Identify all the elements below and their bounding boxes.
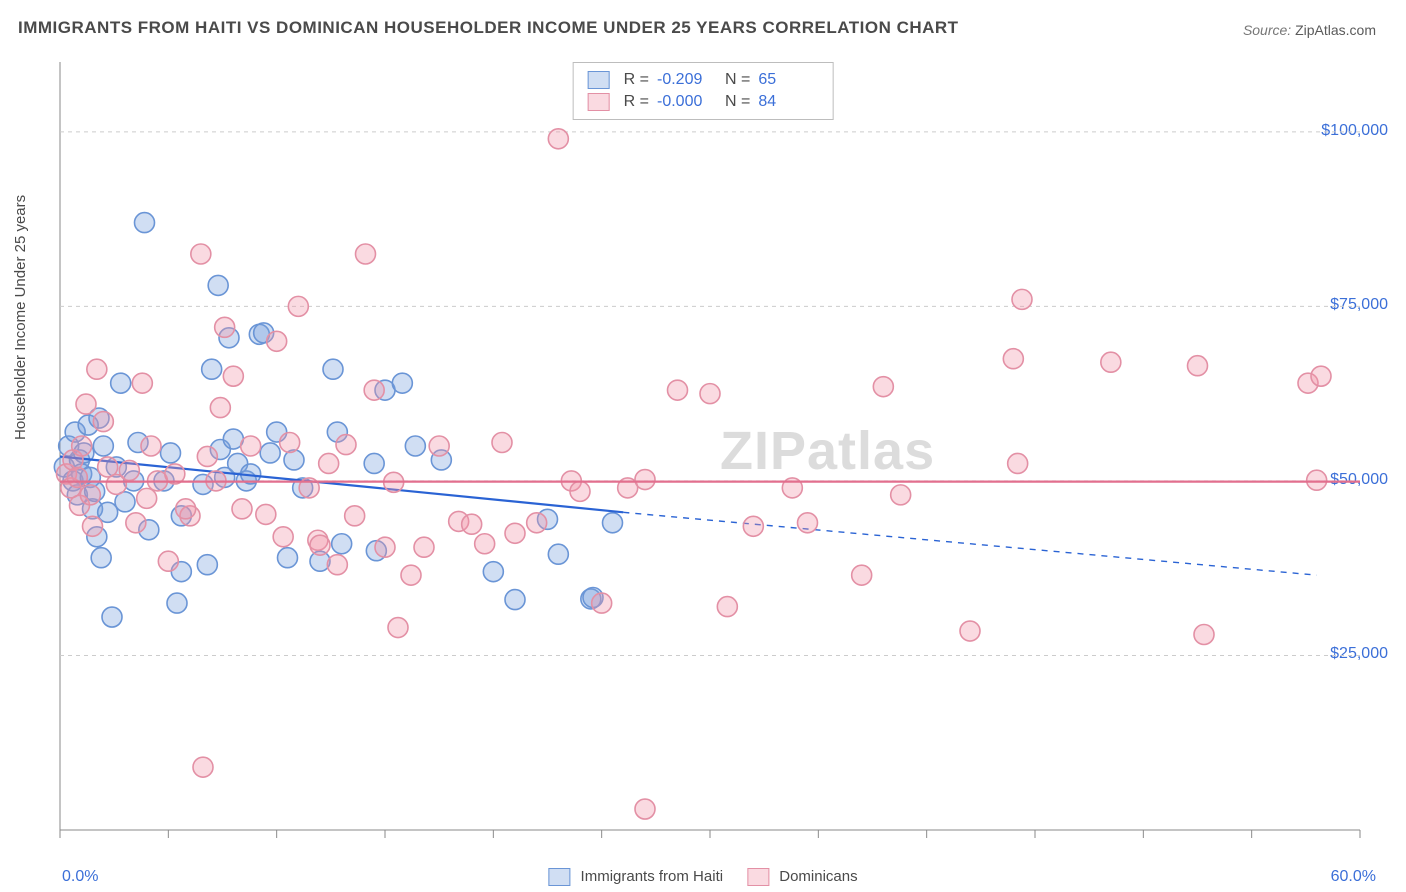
r-value: -0.209	[657, 71, 717, 89]
n-label: N =	[725, 71, 750, 89]
r-value: -0.000	[657, 93, 717, 111]
legend-row-dominicans: R = -0.000 N = 84	[588, 91, 819, 113]
n-label: N =	[725, 93, 750, 111]
swatch-dominicans	[588, 93, 610, 111]
watermark-light: atlas	[807, 421, 935, 481]
correlation-legend: R = -0.209 N = 65 R = -0.000 N = 84	[573, 62, 834, 120]
n-value: 65	[758, 71, 818, 89]
watermark-bold: ZIP	[720, 421, 807, 481]
r-label: R =	[624, 93, 649, 111]
n-value: 84	[758, 93, 818, 111]
legend-row-haiti: R = -0.209 N = 65	[588, 69, 819, 91]
r-label: R =	[624, 71, 649, 89]
watermark: ZIPatlas	[720, 420, 935, 482]
scatter-plot	[0, 0, 1406, 892]
swatch-haiti	[588, 71, 610, 89]
